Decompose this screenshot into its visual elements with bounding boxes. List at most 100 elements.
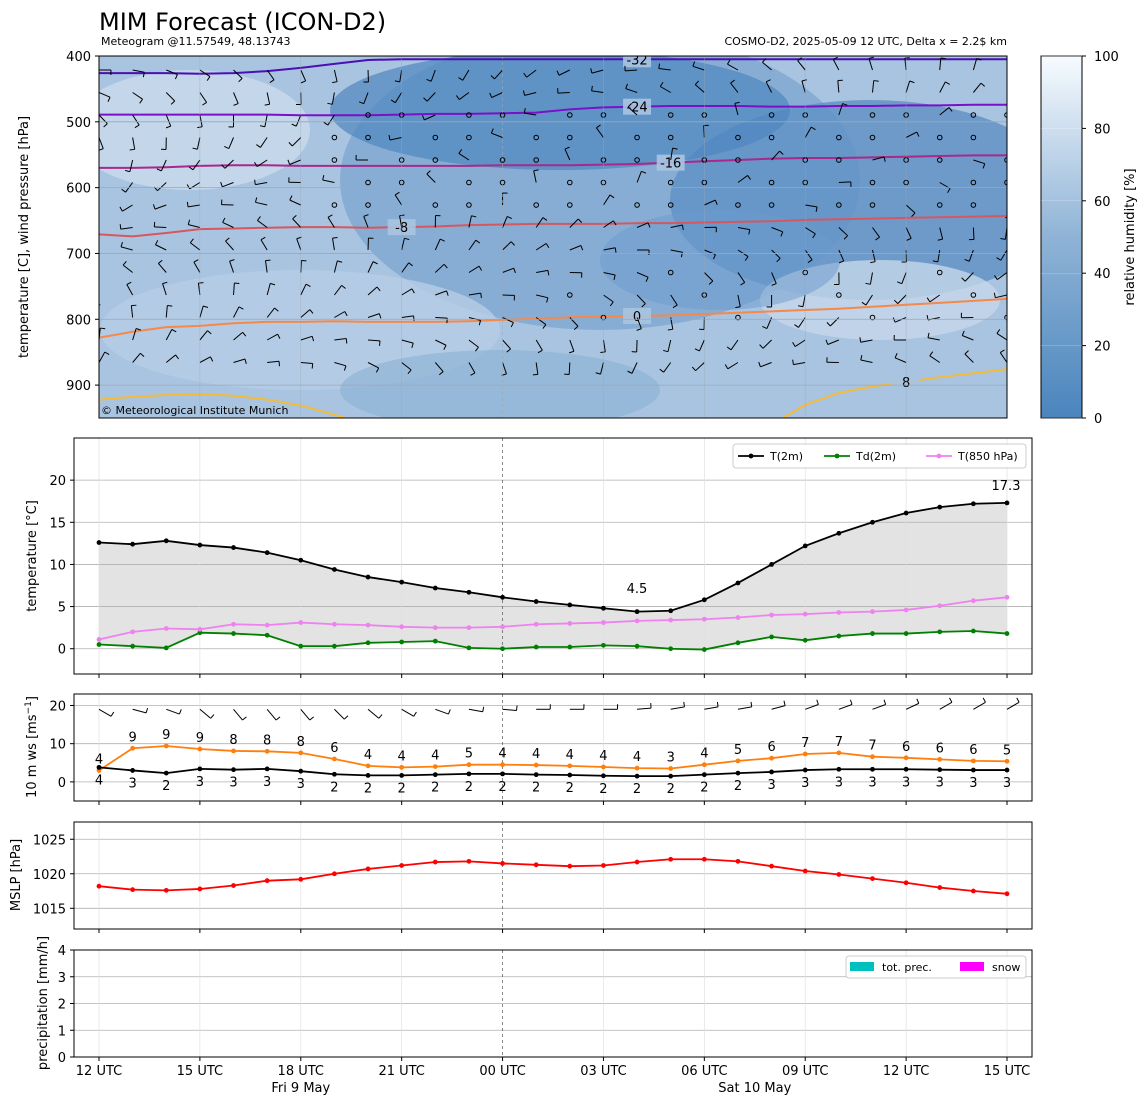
wind-barb-flag <box>187 219 191 225</box>
t850-point <box>735 615 741 620</box>
wind-barb <box>132 708 147 714</box>
wind-barb <box>591 69 604 74</box>
wind-barb <box>797 60 806 71</box>
gust-point <box>130 745 136 751</box>
calm-wind-marker <box>365 179 371 186</box>
wind-barb-flag <box>523 72 528 78</box>
gust-point <box>769 755 774 761</box>
t850-point <box>432 625 438 631</box>
wind-barb <box>804 249 813 261</box>
t850-point <box>298 620 304 625</box>
wind-barb-flag <box>254 179 256 185</box>
wind-barb <box>972 227 975 240</box>
wind-barb-flag <box>207 330 212 335</box>
mean-wind-point <box>802 767 808 773</box>
wind-barb-flag <box>323 121 329 126</box>
wind-barb-flag <box>868 56 874 60</box>
legend-label: T(850 hPa) <box>957 450 1018 463</box>
calm-wind-marker <box>1004 157 1007 163</box>
wind-barb-flag <box>100 327 106 330</box>
td2m-point <box>231 631 236 636</box>
wind-barb <box>426 92 436 102</box>
t2m-point <box>399 579 405 585</box>
wind-barb <box>266 92 271 105</box>
calm-wind-marker <box>735 202 741 208</box>
mean-wind-point <box>432 772 438 778</box>
wind-barb <box>569 245 582 251</box>
mean-wind-point <box>903 766 909 772</box>
wind-barb <box>165 329 173 341</box>
wind-barb-flag <box>865 282 871 285</box>
td2m-point <box>332 643 337 649</box>
wind-barb <box>535 362 539 375</box>
calm-wind-marker <box>869 179 876 186</box>
mslp-point <box>634 859 640 865</box>
wind-barb-flag <box>692 61 696 67</box>
calm-wind-marker <box>667 179 674 186</box>
calm-wind-marker <box>970 134 977 141</box>
wind-barb-flag <box>765 79 771 83</box>
wind-barb-flag <box>838 260 844 264</box>
wind-barb <box>569 218 579 228</box>
wind-barb <box>300 309 311 318</box>
wind-barb-flag <box>322 175 325 181</box>
wind-barb-flag <box>221 164 226 169</box>
mslp-point <box>701 856 707 862</box>
gust-point <box>466 762 472 768</box>
wind-barb <box>291 137 302 147</box>
mean-wind-point <box>533 772 539 778</box>
wind-barb <box>190 242 201 251</box>
wind-barb <box>600 362 604 375</box>
calm-wind-marker <box>970 292 977 298</box>
wind-barb <box>162 283 167 296</box>
wind-barb-flag <box>270 282 276 286</box>
wind-barb <box>625 88 638 93</box>
wind-barb <box>636 171 642 183</box>
wind-barb <box>434 238 441 251</box>
wind-barb-flag <box>797 57 802 62</box>
wind-barb-flag <box>408 262 413 267</box>
wind-barb-flag <box>815 206 818 212</box>
wind-barb <box>260 137 268 148</box>
wind-barb-flag <box>446 290 449 296</box>
ytick-label: 4 <box>58 944 66 959</box>
wind-barb-flag <box>577 218 583 223</box>
wind-barb-flag <box>783 700 786 706</box>
wind-barb-flag <box>681 224 684 231</box>
calm-wind-marker <box>836 292 842 298</box>
wind-barb-flag <box>759 344 764 349</box>
calm-wind-marker <box>936 269 943 276</box>
wind-barb <box>962 335 974 341</box>
wind-barb-flag <box>327 214 333 218</box>
gust-point <box>970 758 976 764</box>
wind-barb-flag <box>490 75 495 80</box>
wind-barb <box>533 170 537 183</box>
wind-barb-flag <box>443 263 448 269</box>
wind-barb-flag <box>1016 697 1020 703</box>
wind-barb <box>399 215 403 228</box>
wind-barb-flag <box>929 351 934 357</box>
gust-value-label: 4 <box>498 747 506 762</box>
gust-value-label: 7 <box>835 735 843 750</box>
ytick-label: 1025 <box>33 833 66 848</box>
wind-barb <box>838 249 845 262</box>
wind-barb-flag <box>120 241 123 248</box>
t2m-point <box>197 542 203 548</box>
ytick-label: 0 <box>58 776 66 791</box>
wind-barb <box>264 260 268 273</box>
td2m-point <box>701 647 707 652</box>
wind-barb-flag <box>311 363 314 369</box>
calm-wind-marker <box>432 202 439 208</box>
gust-point <box>836 750 842 756</box>
calm-wind-marker <box>634 134 640 141</box>
mean-wind-point <box>836 766 842 772</box>
mslp-line <box>98 858 1008 895</box>
wind-barb-flag <box>264 103 270 106</box>
wind-barb <box>233 92 239 104</box>
wind-barb <box>927 337 940 341</box>
wind-barb <box>694 84 705 93</box>
wind-barb <box>524 112 537 116</box>
t850-point <box>197 626 203 632</box>
td2m-point <box>298 643 304 649</box>
wind-value-label: 2 <box>498 780 506 795</box>
